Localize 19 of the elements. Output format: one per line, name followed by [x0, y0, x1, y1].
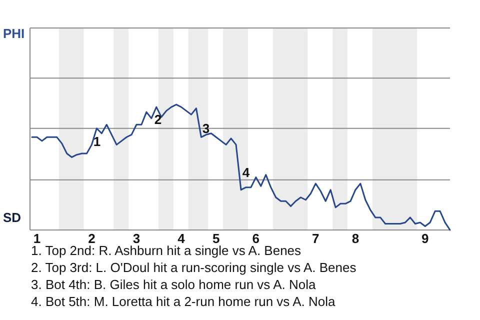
x-tick-label: 6	[252, 231, 260, 246]
annotation: 2	[154, 112, 162, 127]
text: 2. Top 3rd: L. O'Doul hit a run-scoring single vs A. Benes	[31, 260, 357, 275]
annotation: 3	[202, 121, 210, 136]
x-tick-label: 2	[88, 231, 96, 246]
x-tick-label: 4	[178, 231, 186, 246]
text: 1. Top 2nd: R. Ashburn hit a single vs A. Benes	[31, 243, 302, 258]
annotation: 4	[242, 165, 250, 180]
x-tick-label: 5	[212, 231, 220, 246]
x-tick-label: 7	[312, 231, 320, 246]
text: SD	[3, 210, 22, 225]
annotation: 1	[93, 134, 101, 149]
x-tick-label: 8	[352, 231, 360, 246]
x-tick-label: 1	[33, 231, 41, 246]
text: 3. Bot 4th: B. Giles hit a solo home run vs A. Nola	[31, 277, 316, 292]
x-tick-label: 3	[132, 231, 140, 246]
text: 4. Bot 5th: M. Loretta hit a 2-run home run vs A. Nola	[31, 294, 336, 309]
x-tick-label: 9	[422, 231, 429, 246]
text: PHI	[3, 26, 25, 41]
